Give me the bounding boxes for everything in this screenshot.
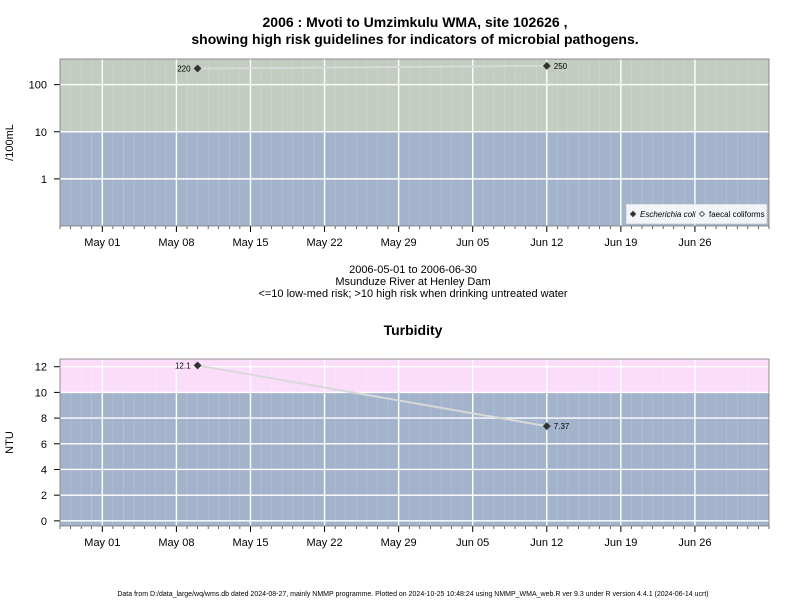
- y-tick-label: 10: [35, 127, 47, 139]
- y-tick-label: 4: [41, 464, 47, 476]
- y-tick-label: 6: [41, 439, 47, 451]
- y-tick-label: 8: [41, 413, 47, 425]
- y-tick-label: 2: [41, 490, 47, 502]
- legend-label: Escherichia coli: [640, 210, 696, 219]
- x-tick-label: May 15: [232, 237, 268, 249]
- site-subtitle: Msunduze River at Henley Dam: [335, 276, 490, 288]
- x-tick-label: Jun 19: [604, 537, 637, 549]
- guideline-subtitle: <=10 low-med risk; >10 high risk when dr…: [258, 288, 567, 300]
- data-point: [542, 61, 551, 70]
- turbidity-chart-panel: May 01 May 08 May 15 May 22 May 29 Jun 05 Jun …: [4, 358, 770, 549]
- high-risk-band: [60, 59, 769, 132]
- data-label: 250: [554, 62, 568, 71]
- data-point: [193, 361, 202, 370]
- date-range-subtitle: 2006-05-01 to 2006-06-30: [349, 264, 477, 276]
- x-tick-label: May 29: [381, 537, 417, 549]
- chart-title-line1: 2006 : Mvoti to Umzimkulu WMA, site 1026…: [263, 14, 568, 30]
- x-tick-label: Jun 19: [604, 237, 637, 249]
- footer-note: Data from D:/data_large/wq/wms.db dated …: [117, 591, 708, 598]
- y-axis-label: /100mL: [4, 124, 16, 161]
- x-tick-label: Jun 12: [530, 237, 563, 249]
- y-tick-label: 0: [41, 516, 47, 528]
- y-tick-label: 100: [29, 80, 47, 92]
- data-label: 7.37: [554, 422, 570, 431]
- x-tick-label: Jun 26: [678, 237, 711, 249]
- data-point: [542, 422, 551, 431]
- x-tick-label: Jun 05: [456, 237, 489, 249]
- data-label: 220: [177, 65, 191, 74]
- legend-marker-open: [698, 210, 706, 218]
- x-tick-label: May 22: [307, 537, 343, 549]
- turbidity-chart-title: Turbidity: [384, 322, 443, 338]
- legend-marker-filled: [629, 210, 637, 218]
- data-label: 12.1: [175, 361, 191, 370]
- x-tick-label: Jun 26: [678, 537, 711, 549]
- x-tick-label: Jun 12: [530, 537, 563, 549]
- y-tick-label: 1: [41, 174, 47, 186]
- microbial-chart-panel: May 01 May 08 May 15 May 22 May 29 Jun 05 Jun …: [4, 58, 770, 249]
- series-line: [197, 64, 547, 70]
- x-tick-label: May 01: [84, 237, 120, 249]
- high-risk-band: [60, 359, 769, 393]
- x-tick-label: May 01: [84, 537, 120, 549]
- x-tick-label: May 22: [307, 237, 343, 249]
- x-tick-label: May 08: [158, 237, 194, 249]
- legend-label: faecal coliforms: [709, 210, 765, 219]
- x-tick-label: Jun 05: [456, 537, 489, 549]
- data-point: [193, 64, 202, 73]
- plot-frame: [59, 58, 770, 227]
- y-axis-label: NTU: [4, 431, 16, 454]
- plot-frame: [59, 358, 770, 527]
- x-tick-label: May 08: [158, 537, 194, 549]
- chart-title-line2: showing high risk guidelines for indicat…: [191, 31, 638, 47]
- y-tick-label: 10: [35, 387, 47, 399]
- x-tick-label: May 29: [381, 237, 417, 249]
- series-line: [197, 364, 547, 428]
- legend-box: [625, 203, 768, 225]
- y-tick-label: 12: [35, 362, 47, 374]
- x-tick-label: May 15: [232, 537, 268, 549]
- low-risk-band: [60, 392, 769, 526]
